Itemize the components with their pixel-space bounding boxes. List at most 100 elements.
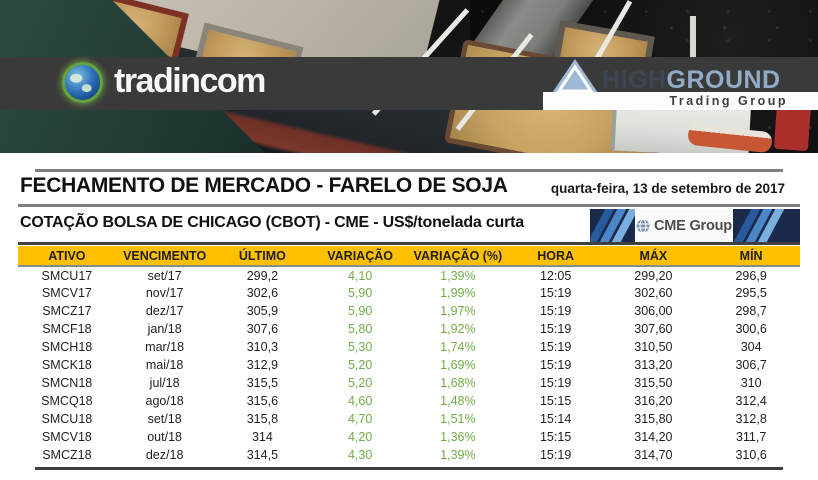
table-cell: 1,51% — [440, 412, 476, 426]
highground-logo: HIGHGROUND — [602, 66, 781, 95]
table-cell: 1,36% — [440, 430, 476, 444]
table-cell: dez/17 — [145, 304, 184, 318]
table-cell: SMCV17 — [41, 286, 92, 300]
table-cell: jan/18 — [147, 322, 182, 336]
globe-icon — [62, 62, 103, 103]
table-cell: set/18 — [147, 412, 182, 426]
table-cell: 5,90 — [347, 286, 373, 300]
table-cell: 306,00 — [634, 304, 673, 318]
table-cell: 15:19 — [539, 376, 572, 390]
table-cell: out/18 — [147, 430, 182, 444]
table-cell: 1,97% — [440, 304, 476, 318]
col-hora: HORA — [506, 246, 605, 267]
table-cell: 307,6 — [246, 322, 279, 336]
divider — [18, 242, 800, 245]
table-cell: 315,6 — [246, 394, 279, 408]
table-cell: 4,20 — [347, 430, 373, 444]
divider — [35, 169, 783, 172]
table-cell: 296,9 — [735, 268, 767, 283]
table-cell: 299,2 — [246, 268, 279, 283]
table-cell: dez/18 — [145, 448, 184, 462]
table-cell: 302,60 — [634, 286, 673, 300]
table-row: SMCZ17 dez/17 305,9 5,90 1,97% 15:19 306,00 298… — [18, 302, 800, 320]
table-cell: 15:19 — [539, 448, 572, 462]
table-cell: 1,69% — [440, 358, 476, 372]
highground-tagline-strip: Trading Group — [543, 92, 818, 110]
table-cell: 15:19 — [539, 286, 572, 300]
table-cell: 310,6 — [735, 448, 767, 462]
cme-logo-panel: CME Group — [635, 209, 733, 242]
table-cell: 314,20 — [634, 430, 673, 444]
table-cell: SMCU17 — [41, 268, 93, 283]
table-cell: 5,80 — [347, 322, 373, 336]
col-variacao: VARIAÇÃO — [311, 246, 409, 267]
table-cell: 314,5 — [246, 448, 279, 462]
table-row: SMCU17 set/17 299,2 4,10 1,39% 12:05 299,20 296… — [18, 266, 800, 284]
table-cell: 1,99% — [440, 286, 476, 300]
table-row: SMCV17 nov/17 302,6 5,90 1,99% 15:19 302,60 295… — [18, 284, 800, 302]
table-row: SMCV18 out/18 314 4,20 1,36% 15:15 314,20 311,7 — [18, 428, 800, 446]
quote-subtitle: COTAÇÃO BOLSA DE CHICAGO (CBOT) - CME - … — [20, 214, 524, 231]
divider — [35, 467, 783, 470]
table-cell: 313,20 — [634, 358, 673, 372]
table-cell: 1,74% — [440, 340, 476, 354]
table-cell: 15:14 — [539, 412, 572, 426]
table-cell: 1,39% — [440, 268, 476, 283]
table-row: SMCF18 jan/18 307,6 5,80 1,92% 15:19 307,60 300… — [18, 320, 800, 338]
table-cell: SMCU18 — [41, 412, 93, 426]
table-cell: 302,6 — [246, 286, 279, 300]
table-cell: 306,7 — [735, 358, 767, 372]
table-cell: mar/18 — [145, 340, 185, 354]
table-cell: nov/17 — [145, 286, 184, 300]
report-date: quarta-feira, 13 de setembro de 2017 — [550, 181, 785, 196]
table-cell: 5,30 — [347, 340, 373, 354]
table-cell: mai/18 — [145, 358, 184, 372]
table-cell: 315,5 — [246, 376, 279, 390]
table-cell: 1,68% — [440, 376, 476, 390]
quotes-table: ATIVO VENCIMENTO ÚLTIMO VARIAÇÃO VARIAÇÃ… — [18, 246, 800, 464]
highground-tagline: Trading Group — [669, 94, 788, 108]
ship-mast — [690, 16, 696, 90]
table-cell: 15:15 — [539, 394, 572, 408]
col-ativo: ATIVO — [18, 246, 116, 267]
table-cell: 314 — [251, 430, 273, 444]
table-cell: 1,92% — [440, 322, 476, 336]
logo-bar: tradincom HIGHGROUND Trading Group — [0, 57, 818, 110]
table-cell: 310,50 — [634, 340, 673, 354]
table-cell: 311,7 — [735, 430, 767, 444]
table-cell: 4,60 — [347, 394, 373, 408]
table-cell: 304 — [740, 340, 762, 354]
col-min: MÍN — [702, 246, 800, 267]
table-cell: 1,39% — [440, 448, 476, 462]
table-cell: 312,8 — [735, 412, 767, 426]
banner-photo: tradincom HIGHGROUND Trading Group — [0, 0, 818, 153]
table-cell: SMCF18 — [42, 322, 92, 336]
table-row: SMCZ18 dez/18 314,5 4,30 1,39% 15:19 314,70 310… — [18, 446, 800, 464]
table-cell: set/17 — [147, 268, 182, 283]
table-cell: jul/18 — [149, 376, 180, 390]
table-cell: SMCZ18 — [42, 448, 92, 462]
table-row: SMCH18 mar/18 310,3 5,30 1,74% 15:19 310,50 304 — [18, 338, 800, 356]
table-cell: 312,9 — [246, 358, 279, 372]
cme-globe-icon — [636, 218, 650, 233]
col-ultimo: ÚLTIMO — [213, 246, 312, 267]
table-cell: 315,80 — [634, 412, 673, 426]
table-cell: SMCK18 — [41, 358, 92, 372]
highground-logo-ground: GROUND — [666, 66, 781, 94]
table-cell: SMCH18 — [41, 340, 93, 354]
table-cell: 310,3 — [246, 340, 279, 354]
table-cell: ago/18 — [145, 394, 184, 408]
table-cell: SMCQ18 — [41, 394, 93, 408]
mountain-icon — [552, 59, 598, 93]
table-cell: SMCV18 — [41, 430, 92, 444]
cme-group-logo: CME Group — [590, 209, 800, 242]
table-cell: 1,48% — [440, 394, 476, 408]
table-cell: 5,20 — [347, 358, 373, 372]
table-cell: 15:19 — [539, 340, 572, 354]
table-cell: 15:15 — [539, 430, 572, 444]
table-cell: SMCZ17 — [42, 304, 92, 318]
table-cell: 315,8 — [246, 412, 279, 426]
table-cell: 15:19 — [539, 358, 572, 372]
highground-logo-high: HIGH — [602, 66, 667, 94]
